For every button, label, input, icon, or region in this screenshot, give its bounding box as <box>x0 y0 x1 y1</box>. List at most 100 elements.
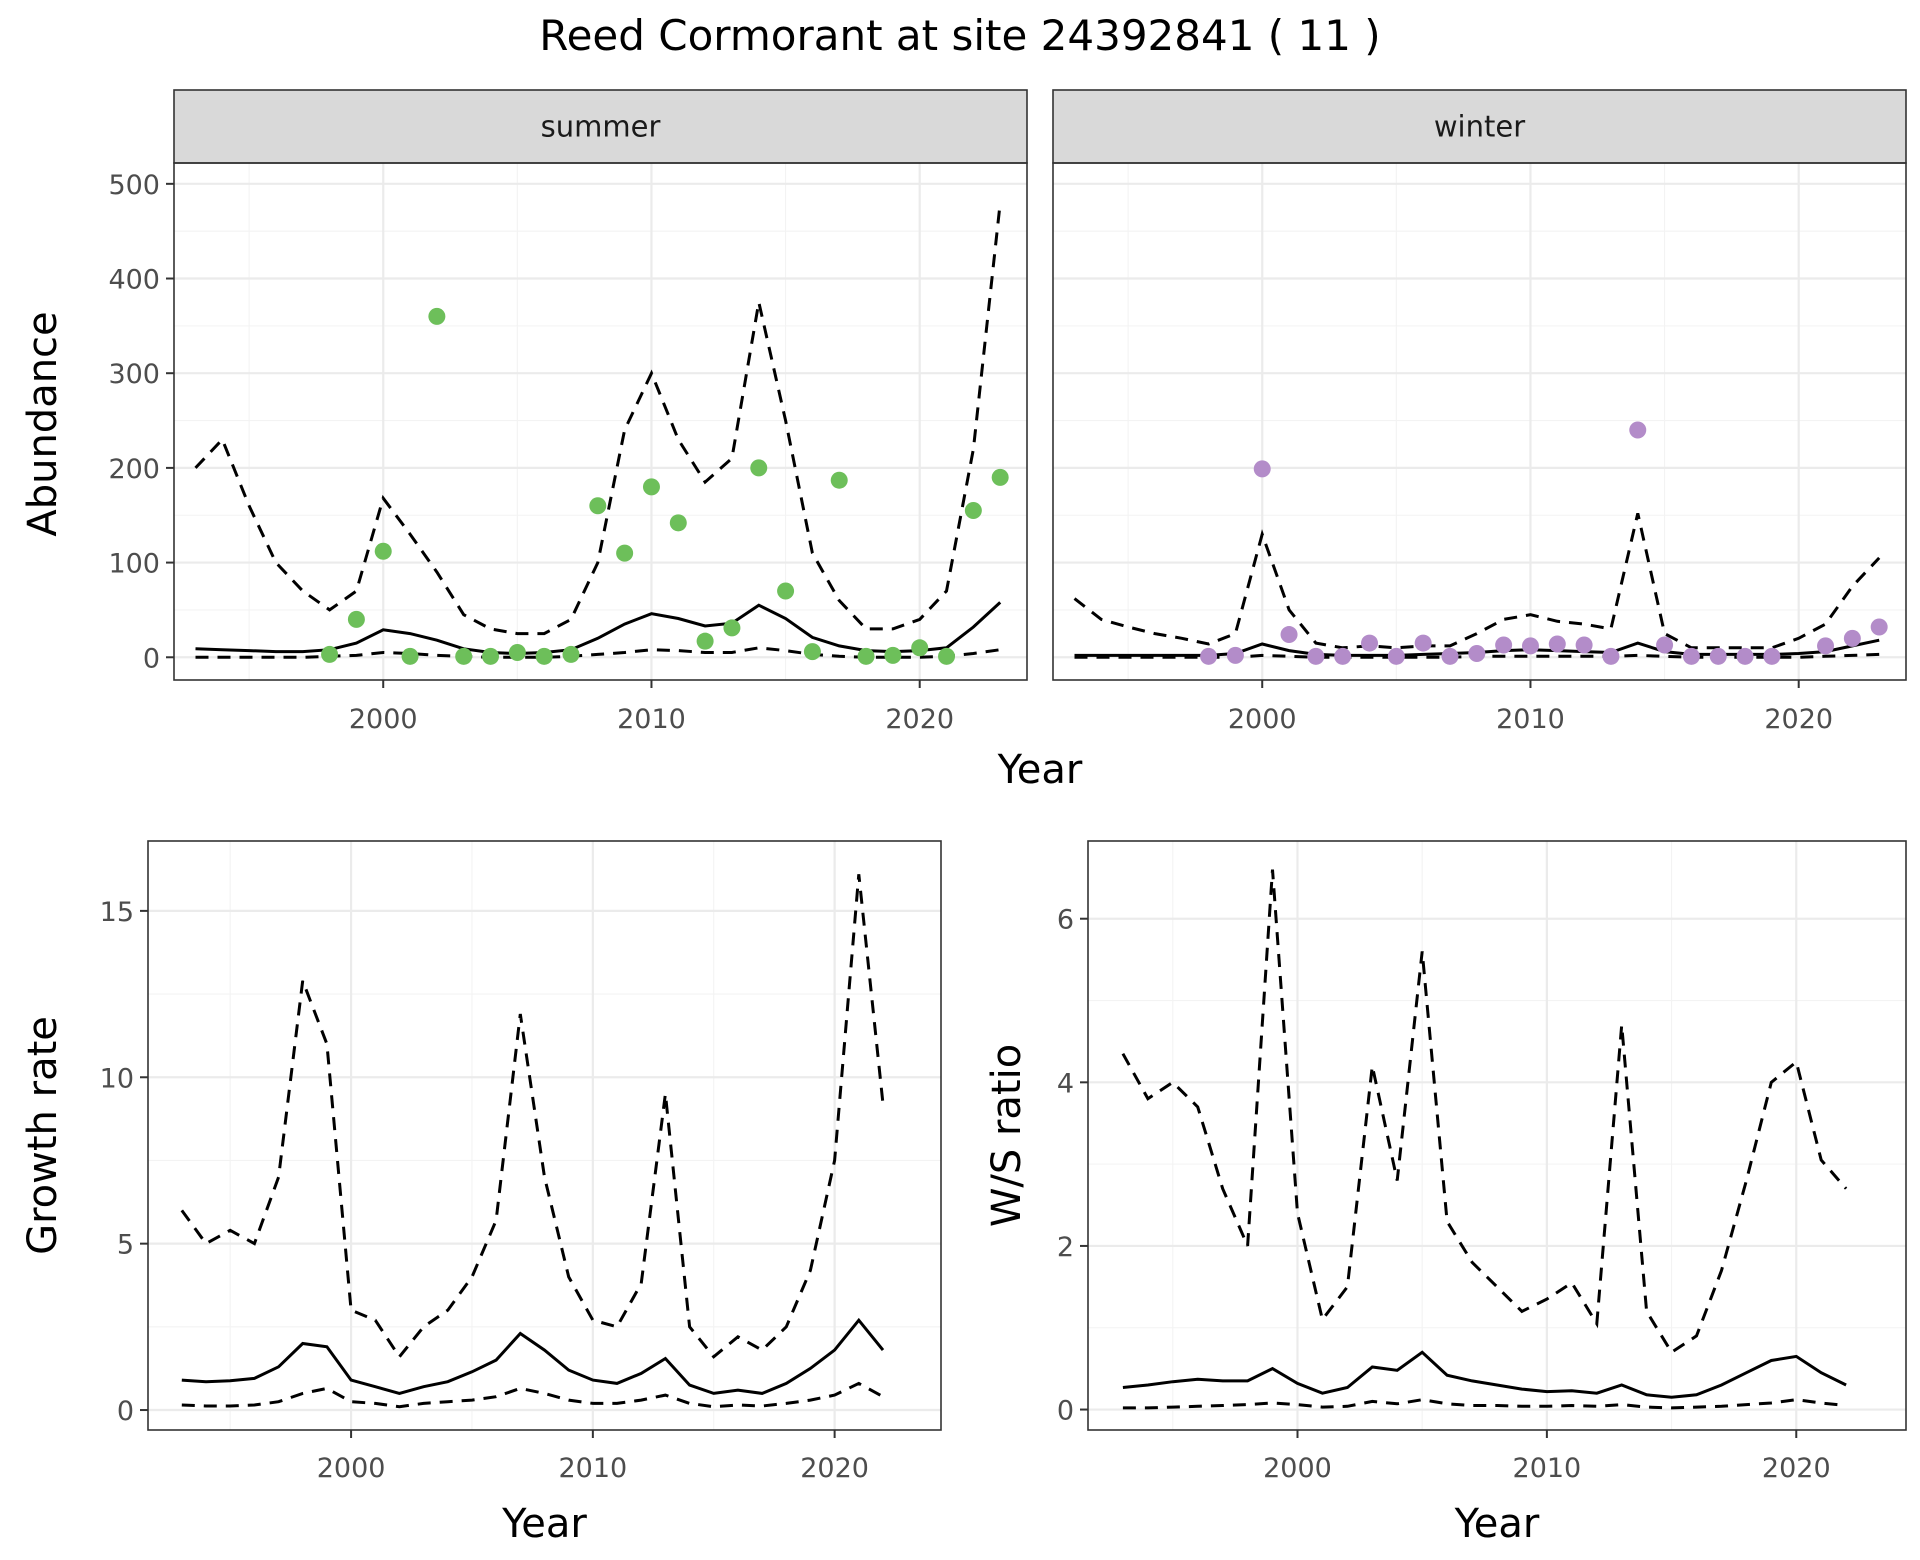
data-point <box>1307 647 1325 665</box>
data-point <box>1414 634 1432 652</box>
y-tick-label: 300 <box>108 359 160 390</box>
data-point <box>1387 647 1405 665</box>
data-point <box>803 643 821 661</box>
y-tick-label: 0 <box>1057 1396 1074 1427</box>
series-line-dashed-2 <box>181 1381 884 1409</box>
x-tick-label: 2010 <box>1496 704 1565 735</box>
y-tick-label: 15 <box>100 897 134 928</box>
panel-border <box>147 840 942 1431</box>
data-point <box>777 582 795 600</box>
series-line-solid <box>181 1317 885 1395</box>
data-point <box>723 619 741 637</box>
facet-strip <box>1052 89 1907 164</box>
data-point <box>1334 647 1352 665</box>
x-tick-label: 2020 <box>885 704 954 735</box>
x-tick-label: 2020 <box>1762 1453 1831 1484</box>
y-tick-label: 6 <box>1057 905 1074 936</box>
facet-strip-label: summer <box>541 110 661 144</box>
y-tick-label: 400 <box>108 265 160 296</box>
data-point <box>857 647 875 665</box>
y-tick-label: 0 <box>143 643 160 674</box>
data-point <box>589 497 607 515</box>
x-tick-label: 2000 <box>1263 1453 1332 1484</box>
x-tick-label: 2010 <box>1513 1453 1582 1484</box>
y-tick-label: 2 <box>1057 1232 1074 1263</box>
y-tick-label: 4 <box>1057 1068 1074 1099</box>
data-point <box>884 646 902 664</box>
series-line-dashed-1 <box>1073 512 1881 650</box>
data-point <box>830 471 848 489</box>
data-point <box>374 542 392 560</box>
data-point <box>1843 629 1861 647</box>
series-line-dashed-2 <box>1122 1398 1847 1410</box>
data-point <box>1441 647 1459 665</box>
x-tick-label: 2010 <box>617 704 686 735</box>
data-point <box>616 544 634 562</box>
data-point <box>1253 460 1271 478</box>
x-tick-label: 2010 <box>558 1453 627 1484</box>
data-point <box>1709 647 1727 665</box>
data-point <box>696 632 714 650</box>
series-line-dashed-1 <box>194 202 1002 636</box>
series-line-dashed-1 <box>1121 869 1848 1355</box>
facet-strip <box>173 89 1028 164</box>
panel-border <box>1087 840 1907 1431</box>
data-point <box>938 647 956 665</box>
data-point <box>535 647 553 665</box>
data-point <box>1226 646 1244 664</box>
main-title: Reed Cormorant at site 24392841 ( 11 ) <box>539 11 1380 60</box>
data-point <box>482 647 500 665</box>
panel-winter-abundance: winter 2000 2010 2020 <box>1052 89 1907 735</box>
top-x-axis-title: Year <box>997 747 1083 793</box>
facet-strip-label: winter <box>1434 110 1525 144</box>
data-point <box>911 639 929 657</box>
top-y-axis-title: Abundance <box>20 311 66 536</box>
panel-growth-rate: 2000 2010 2020 0 5 10 15 Year Growth rate <box>20 840 942 1547</box>
y-tick-label: 200 <box>108 454 160 485</box>
data-point <box>642 478 660 496</box>
data-point <box>1200 647 1218 665</box>
y-tick-label: 100 <box>108 549 160 580</box>
y-tick-label: 10 <box>100 1063 134 1094</box>
data-point <box>750 459 768 477</box>
data-point <box>1495 636 1513 654</box>
panel-summer-abundance: summer 2000 2010 2020 0 100 200 300 400 500 <box>108 89 1028 735</box>
data-point <box>321 645 339 663</box>
data-point <box>1629 421 1647 439</box>
x-tick-label: 2000 <box>317 1453 386 1484</box>
data-point <box>1870 618 1888 636</box>
data-point <box>991 468 1009 486</box>
data-point <box>401 647 419 665</box>
data-point <box>1602 647 1620 665</box>
y-tick-label: 0 <box>117 1396 134 1427</box>
x-tick-label: 2020 <box>1764 704 1833 735</box>
data-point <box>508 644 526 662</box>
data-point <box>1468 644 1486 662</box>
data-point <box>1575 636 1593 654</box>
data-point <box>562 645 580 663</box>
data-point <box>1817 637 1835 655</box>
panel-border <box>173 162 1028 681</box>
panel-ws-ratio: 2000 2010 2020 0 2 4 6 Year W/S ratio <box>984 840 1907 1547</box>
x-tick-label: 2000 <box>349 704 418 735</box>
data-point <box>964 502 982 520</box>
y-axis-title: W/S ratio <box>984 1044 1030 1227</box>
data-point <box>428 307 446 325</box>
x-tick-label: 2020 <box>800 1453 869 1484</box>
data-point <box>1763 647 1781 665</box>
data-point <box>1736 647 1754 665</box>
data-point <box>1548 635 1566 653</box>
data-point <box>347 610 365 628</box>
data-point <box>1361 634 1379 652</box>
x-tick-label: 2000 <box>1228 704 1297 735</box>
data-point <box>1656 636 1674 654</box>
series-line-solid <box>1122 1350 1847 1399</box>
data-point <box>455 647 473 665</box>
panel-border <box>1052 162 1907 681</box>
data-point <box>669 514 687 532</box>
x-axis-title: Year <box>501 1501 587 1547</box>
data-point <box>1280 626 1298 644</box>
series-line-dashed-1 <box>180 874 885 1360</box>
x-axis-title: Year <box>1454 1501 1540 1547</box>
